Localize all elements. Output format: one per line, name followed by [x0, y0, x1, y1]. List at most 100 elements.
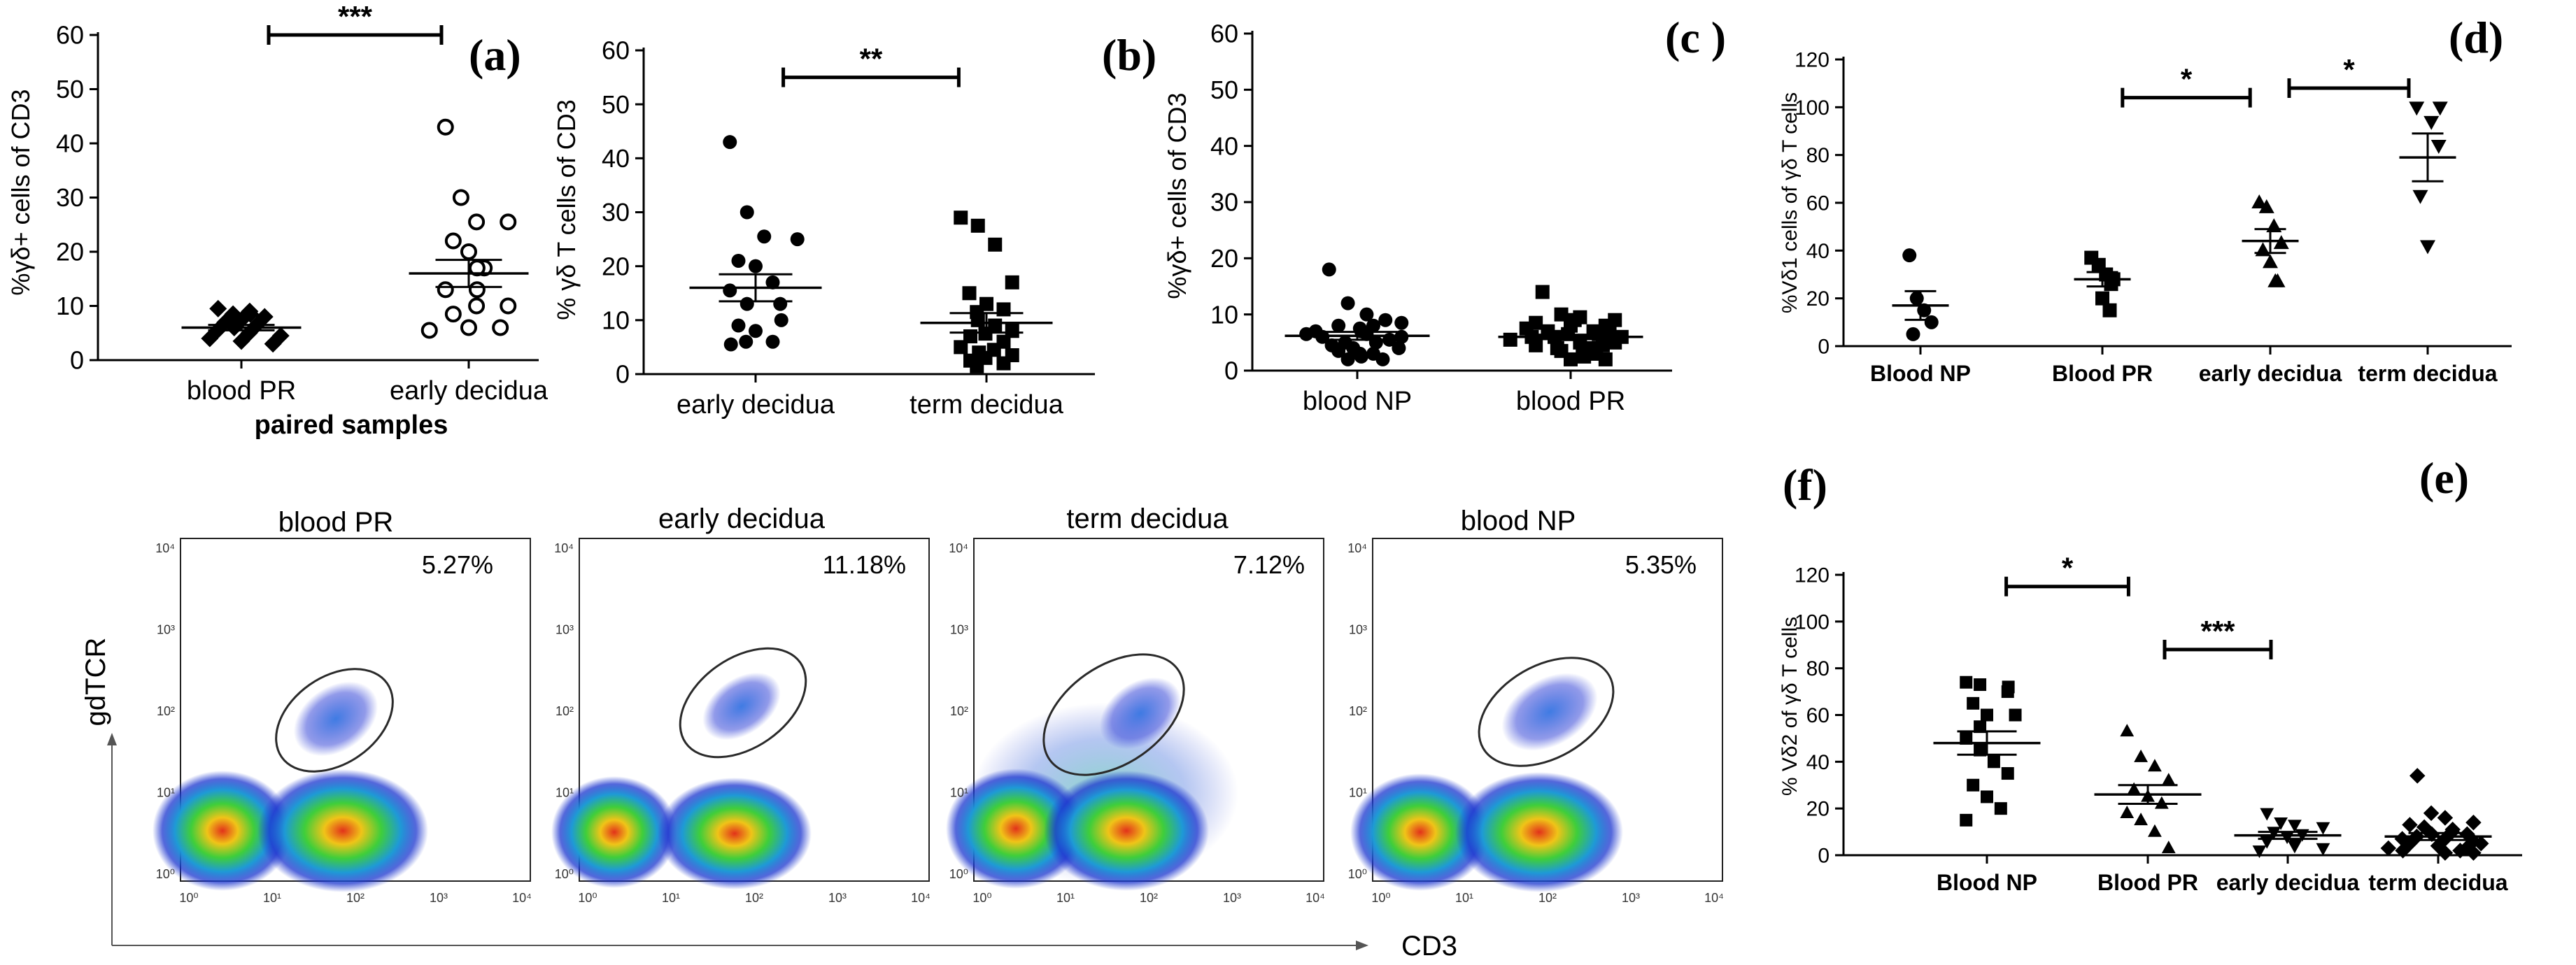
- y-tick-label: 0: [616, 360, 630, 389]
- data-point: [1909, 291, 1924, 306]
- data-point: [2095, 291, 2109, 306]
- y-tick-label: 60: [602, 36, 630, 65]
- data-point: [970, 218, 985, 233]
- flow-population-gd-t-cells: [702, 672, 781, 741]
- x-category-label: early decidua: [2199, 361, 2342, 386]
- y-tick-label: 30: [602, 198, 630, 227]
- flow-y-tick-label: 10²: [555, 704, 574, 718]
- data-point: [2472, 836, 2489, 852]
- x-category-label: blood PR: [187, 376, 296, 406]
- data-point: [500, 297, 517, 315]
- data-point: [774, 313, 788, 327]
- data-point: [2316, 822, 2330, 835]
- significance-label: *: [2062, 552, 2074, 585]
- data-point: [970, 313, 985, 327]
- data-point: [437, 281, 454, 299]
- data-point: [2423, 826, 2440, 843]
- flow-y-tick-label: 10⁴: [554, 541, 574, 555]
- series-blood-np: [1285, 262, 1430, 366]
- panel-b-y-axis-label: % γδ T cells of CD3: [552, 99, 581, 320]
- data-point: [1981, 708, 1993, 722]
- data-point: [1960, 731, 1973, 745]
- data-point: [2161, 841, 2176, 854]
- data-point: [954, 340, 968, 355]
- panel-f: (f) (e) % Vδ2 of γδ T cells 0 20 40 60 80 100…: [1778, 453, 2522, 895]
- data-point: [723, 283, 737, 298]
- data-point: [996, 356, 1011, 371]
- series-blood-np: [1933, 676, 2041, 827]
- flow-population-gd-t-cells: [293, 681, 378, 757]
- series-blood-pr: [1498, 285, 1643, 366]
- data-point: [2148, 824, 2162, 837]
- data-point: [1994, 802, 2007, 815]
- data-point: [1577, 349, 1592, 364]
- flow-population-gd-t-cells: [1501, 673, 1598, 751]
- data-point: [996, 302, 1011, 317]
- flow-x-tick-label: 10⁴: [1305, 891, 1325, 905]
- significance-bracket: ***: [2163, 615, 2273, 659]
- data-point: [2316, 843, 2330, 856]
- y-tick-label: 10: [602, 306, 630, 334]
- data-point: [232, 332, 250, 350]
- data-point: [2120, 806, 2135, 819]
- y-tick-label: 60: [56, 21, 84, 50]
- flow-y-tick-label: 10¹: [1349, 786, 1367, 800]
- panel-c: (c ) %γδ+ cells of CD3 0 10 20 30 40 50 60 bloo…: [1163, 13, 1726, 416]
- data-point: [988, 237, 1003, 252]
- data-point: [765, 334, 780, 349]
- x-category-label: Blood NP: [1870, 361, 1971, 386]
- panel-a-plot: 0 10 20 30 40 50 60 blood PR early decidua ***: [56, 0, 549, 406]
- flow-plot-percent: 11.18%: [823, 550, 906, 579]
- y-tick-label: 50: [56, 75, 84, 103]
- data-point: [2127, 782, 2142, 795]
- flow-x-tick-label: 10¹: [1056, 891, 1075, 905]
- data-point: [468, 281, 486, 299]
- data-point: [1394, 315, 1409, 330]
- flow-population-cd3-positive: [257, 769, 428, 892]
- flow-y-tick-label: 10⁴: [155, 541, 175, 555]
- data-point: [2380, 840, 2397, 857]
- flow-plot-blood-np: blood NP 5.35%: [1350, 506, 1723, 892]
- y-tick-label: 100: [1795, 96, 1830, 120]
- flow-x-tick-label: 10⁴: [1704, 891, 1724, 905]
- data-point: [2001, 685, 2014, 699]
- x-category-label: term decidua: [2368, 870, 2507, 895]
- data-point: [460, 243, 477, 260]
- y-tick-label: 50: [602, 90, 630, 119]
- panel-b-plot: 0 10 20 30 40 50 60 early decidua term decidua **: [602, 36, 1095, 420]
- y-tick-label: 40: [1210, 131, 1238, 160]
- data-point: [2148, 759, 2162, 772]
- data-point: [1567, 313, 1582, 327]
- data-point: [1987, 755, 2000, 769]
- flow-y-tick-label: 10⁰: [555, 867, 574, 881]
- panel-f-plot: 0 20 40 60 80 100 120 Blood NP Blood PR early dec…: [1795, 552, 2522, 895]
- series-early-decidua: [689, 135, 822, 352]
- data-point: [1535, 285, 1550, 299]
- flow-gate: [275, 668, 394, 773]
- panel-b: (b) % γδ T cells of CD3 0 10 20 30 40 50 60 ear…: [552, 30, 1156, 420]
- data-point: [1503, 332, 1517, 347]
- data-point: [1967, 696, 1980, 710]
- x-category-label: term decidua: [2358, 361, 2497, 386]
- data-point: [2402, 817, 2418, 833]
- data-point: [749, 259, 763, 273]
- panel-e-label: (e): [2419, 453, 2469, 503]
- data-point: [1331, 318, 1346, 333]
- flow-population-double-negative: [946, 769, 1086, 889]
- y-tick-label: 120: [1795, 564, 1830, 587]
- flow-population-cd3-positive: [658, 778, 812, 889]
- y-tick-label: 0: [1818, 336, 1830, 359]
- data-point: [2437, 810, 2454, 826]
- data-point: [1554, 307, 1569, 322]
- flow-plot-percent: 7.12%: [1233, 550, 1305, 579]
- flow-plot-percent: 5.27%: [422, 550, 493, 579]
- data-point: [2409, 101, 2425, 116]
- flow-gate: [1042, 653, 1185, 776]
- x-category-label: blood NP: [1303, 387, 1412, 416]
- x-category-label: Blood PR: [2052, 361, 2153, 386]
- flow-y-tick-label: 10⁰: [156, 867, 175, 881]
- flow-x-tick-label: 10⁰: [179, 891, 198, 905]
- flow-x-axis-arrow: [112, 941, 1368, 950]
- data-point: [749, 324, 763, 338]
- data-point: [468, 213, 486, 231]
